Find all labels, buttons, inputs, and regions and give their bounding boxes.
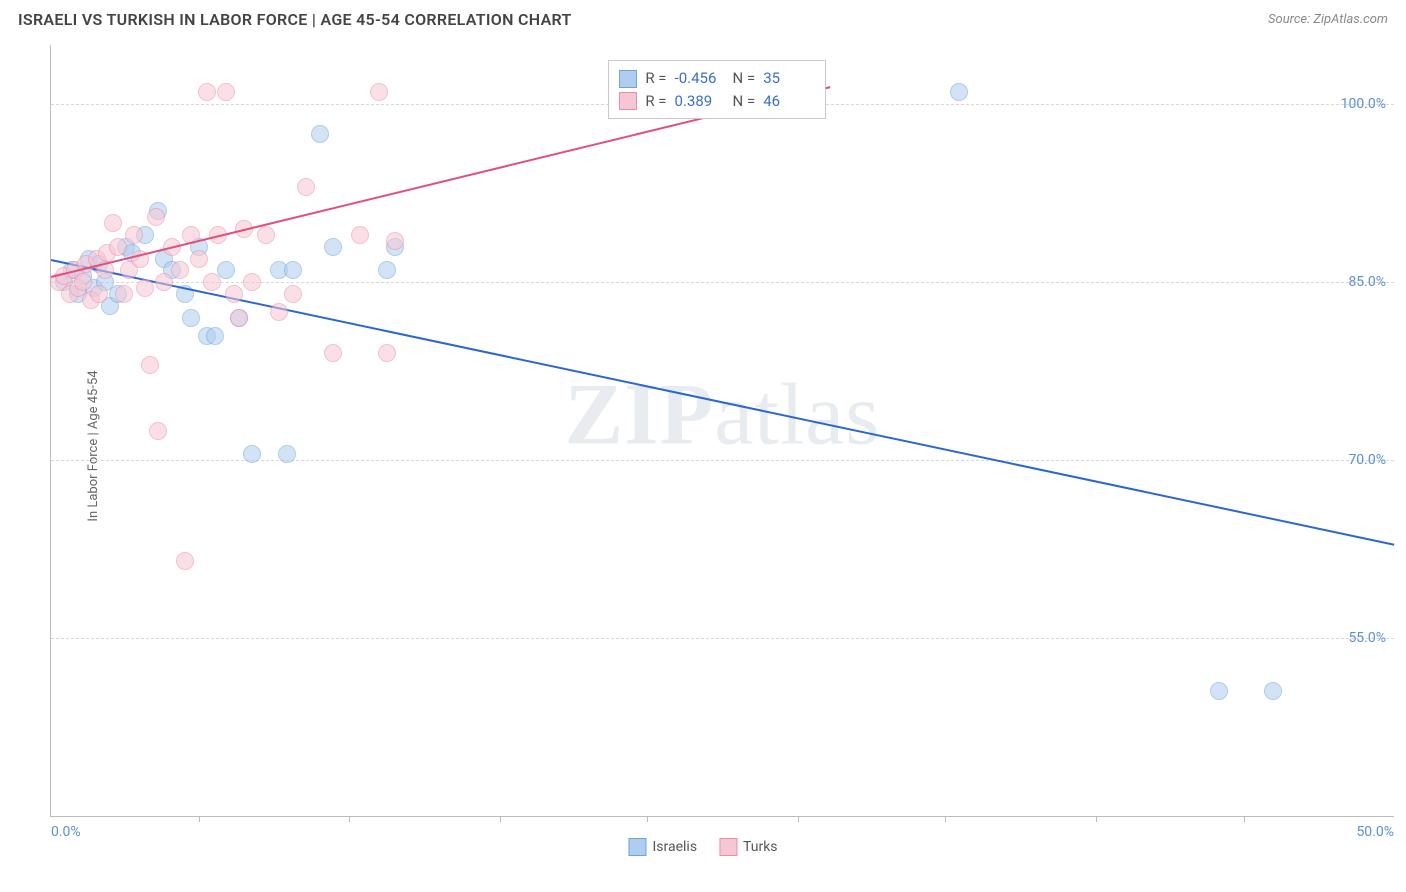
stats-row: R = -0.456 N = 35 bbox=[619, 67, 813, 90]
stats-row: R = 0.389 N = 46 bbox=[619, 90, 813, 113]
x-tick-label: 50.0% bbox=[1356, 824, 1394, 840]
r-value: -0.456 bbox=[675, 67, 725, 90]
scatter-point bbox=[270, 303, 288, 321]
scatter-point bbox=[278, 445, 296, 463]
scatter-point bbox=[125, 226, 143, 244]
n-label: N = bbox=[733, 67, 756, 90]
chart-header: ISRAELI VS TURKISH IN LABOR FORCE | AGE … bbox=[0, 0, 1406, 37]
legend-swatch bbox=[628, 838, 646, 856]
chart-title: ISRAELI VS TURKISH IN LABOR FORCE | AGE … bbox=[18, 10, 572, 29]
scatter-point bbox=[1210, 682, 1228, 700]
chart-legend: Israelis Turks bbox=[628, 838, 777, 856]
x-minor-tick bbox=[349, 816, 350, 822]
n-label: N = bbox=[733, 90, 756, 113]
scatter-point bbox=[297, 178, 315, 196]
scatter-point bbox=[198, 83, 216, 101]
scatter-point bbox=[1264, 682, 1282, 700]
x-minor-tick bbox=[647, 816, 648, 822]
series-swatch bbox=[619, 70, 637, 88]
scatter-point bbox=[90, 285, 108, 303]
scatter-point bbox=[370, 83, 388, 101]
scatter-point bbox=[351, 226, 369, 244]
legend-label: Turks bbox=[743, 839, 778, 855]
scatter-point bbox=[311, 125, 329, 143]
y-tick-label: 100.0% bbox=[1341, 96, 1386, 112]
source-attribution: Source: ZipAtlas.com bbox=[1268, 12, 1388, 27]
scatter-point bbox=[230, 309, 248, 327]
legend-item: Israelis bbox=[628, 838, 697, 856]
legend-label: Israelis bbox=[652, 839, 697, 855]
x-minor-tick bbox=[199, 816, 200, 822]
legend-item: Turks bbox=[719, 838, 778, 856]
r-label: R = bbox=[645, 67, 666, 90]
correlation-stats-box: R = -0.456 N = 35 R = 0.389 N = 46 bbox=[608, 60, 826, 119]
x-minor-tick bbox=[500, 816, 501, 822]
scatter-point bbox=[109, 238, 127, 256]
scatter-point bbox=[141, 356, 159, 374]
scatter-point bbox=[257, 226, 275, 244]
scatter-point bbox=[190, 250, 208, 268]
scatter-point bbox=[950, 83, 968, 101]
scatter-point bbox=[74, 273, 92, 291]
scatter-point bbox=[378, 261, 396, 279]
scatter-point bbox=[104, 214, 122, 232]
scatter-point bbox=[225, 285, 243, 303]
x-minor-tick bbox=[945, 816, 946, 822]
y-tick-label: 55.0% bbox=[1348, 630, 1386, 646]
scatter-point bbox=[243, 445, 261, 463]
scatter-point bbox=[324, 238, 342, 256]
scatter-point bbox=[176, 552, 194, 570]
y-tick-label: 70.0% bbox=[1348, 452, 1386, 468]
y-tick-label: 85.0% bbox=[1348, 274, 1386, 290]
legend-swatch bbox=[719, 838, 737, 856]
scatter-point bbox=[136, 279, 154, 297]
scatter-plot-area: ZIPatlas 55.0%70.0%85.0%100.0%0.0%50.0%R… bbox=[50, 45, 1394, 817]
scatter-point bbox=[147, 208, 165, 226]
r-label: R = bbox=[645, 90, 666, 113]
x-minor-tick bbox=[798, 816, 799, 822]
scatter-point bbox=[386, 232, 404, 250]
scatter-point bbox=[115, 285, 133, 303]
scatter-point bbox=[182, 309, 200, 327]
scatter-point bbox=[378, 344, 396, 362]
gridline-horizontal bbox=[51, 638, 1394, 639]
scatter-point bbox=[206, 327, 224, 345]
n-value: 46 bbox=[763, 90, 813, 113]
scatter-point bbox=[284, 261, 302, 279]
scatter-point bbox=[284, 285, 302, 303]
x-tick-label: 0.0% bbox=[51, 824, 81, 840]
scatter-point bbox=[171, 261, 189, 279]
scatter-point bbox=[243, 273, 261, 291]
x-minor-tick bbox=[1096, 816, 1097, 822]
trend-line bbox=[51, 259, 1394, 546]
series-swatch bbox=[619, 92, 637, 110]
scatter-point bbox=[155, 273, 173, 291]
scatter-point bbox=[203, 273, 221, 291]
x-minor-tick bbox=[1244, 816, 1245, 822]
scatter-point bbox=[149, 422, 167, 440]
r-value: 0.389 bbox=[675, 90, 725, 113]
scatter-point bbox=[217, 83, 235, 101]
n-value: 35 bbox=[763, 67, 813, 90]
scatter-point bbox=[324, 344, 342, 362]
